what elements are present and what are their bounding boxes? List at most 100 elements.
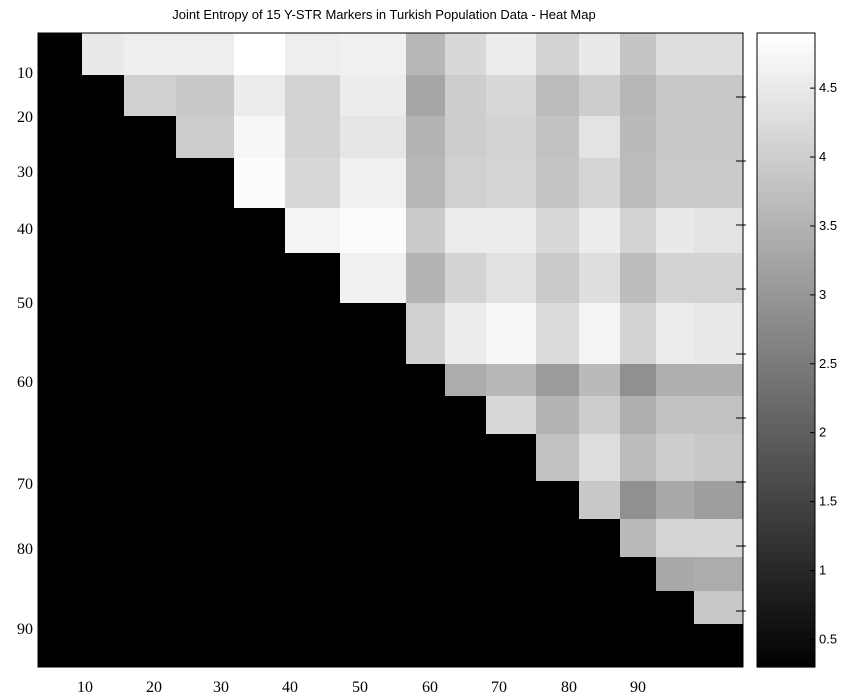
colorbar-gradient-step [757,203,815,208]
x-axis-ticks: 10 20 30 40 50 60 70 80 90 [77,679,646,696]
heatmap-cell [694,75,743,116]
heatmap-cell [694,158,743,208]
colorbar-gradient-step [757,104,815,109]
heatmap-cell [340,158,406,208]
colorbar-gradient-step [757,136,815,141]
colorbar-gradient-step [757,552,815,557]
colorbar-gradient-step [757,453,815,458]
heatmap-cell [620,33,656,75]
colorbar-tick-label: 0.5 [819,631,837,646]
heatmap-cell [694,253,743,303]
colorbar-gradient-step [757,464,815,470]
colorbar-gradient-step [757,369,815,375]
heatmap-cell [579,396,620,434]
heatmap-cell [620,116,656,158]
heatmap-cell [406,158,445,208]
heatmap-cell [234,75,285,116]
colorbar-gradient-step [757,33,815,38]
colorbar-gradient-step [757,40,815,46]
colorbar-gradient-step [757,449,815,454]
colorbar-gradient-step [757,155,815,161]
heatmap-cell [579,303,620,364]
colorbar-gradient-step [757,353,815,359]
heatmap-cell [486,158,536,208]
heatmap-cell [445,33,486,75]
colorbar-gradient-step [757,508,815,514]
colorbar-gradient-step [757,270,815,276]
colorbar-gradient-step [757,266,815,272]
heatmap-cell [340,253,406,303]
heatmap-cell [285,116,340,158]
colorbar-tick-label: 4 [819,149,826,164]
x-tick-label: 60 [422,679,438,696]
colorbar-gradient-step [757,377,815,383]
heatmap-cell [656,208,694,253]
heatmap-cell [285,75,340,116]
heatmap-cell [694,116,743,158]
chart-title: Joint Entropy of 15 Y-STR Markers in Tur… [172,7,595,22]
colorbar-gradient-step [757,647,815,652]
heatmap-cell [656,158,694,208]
colorbar-gradient-step [757,274,815,280]
heatmap-cell [694,208,743,253]
colorbar-gradient-step [757,36,815,42]
colorbar-gradient-step [757,603,815,609]
colorbar-gradient-step [757,560,815,565]
colorbar-gradient-step [757,290,815,296]
y-tick-label: 50 [17,295,33,312]
colorbar-gradient-step [757,147,815,153]
colorbar-gradient-step [757,381,815,387]
colorbar-gradient-step [757,330,815,335]
colorbar-gradient-step [757,516,815,521]
colorbar-gradient-step [757,663,815,668]
heatmap-cell [486,364,536,396]
heatmap-cell [340,116,406,158]
colorbar-gradient-step [757,80,815,86]
colorbar-gradient-step [757,643,815,648]
colorbar-gradient-step [757,512,815,518]
x-tick-label: 40 [282,679,298,696]
colorbar-gradient-step [757,294,815,300]
heatmap-cell [694,303,743,364]
colorbar-gradient-step [757,175,815,181]
heatmap-cell [579,208,620,253]
colorbar-gradient-step [757,179,815,185]
x-tick-label: 30 [213,679,229,696]
colorbar-gradient-step [757,441,815,446]
colorbar-gradient-step [757,282,815,288]
colorbar-gradient-step [757,44,815,50]
y-tick-label: 10 [17,65,33,82]
colorbar-gradient-step [757,132,815,137]
heatmap-cell [579,364,620,396]
colorbar-gradient-step [757,445,815,450]
y-tick-label: 20 [17,109,33,126]
heatmap-cell [694,33,743,75]
colorbar-gradient-step [757,365,815,371]
heatmap-cell [486,33,536,75]
colorbar-gradient-step [757,619,815,625]
colorbar-gradient-step [757,306,815,311]
colorbar-tick-label: 3.5 [819,218,837,233]
colorbar-gradient-step [757,68,815,74]
colorbar-gradient-step [757,504,815,510]
heatmap-cell [340,75,406,116]
colorbar-gradient-step [757,302,815,308]
colorbar-gradient-step [757,429,815,434]
colorbar-gradient-step [757,231,815,236]
heatmap-cell [579,75,620,116]
heatmap-cell [124,75,176,116]
heatmap-cell [445,364,486,396]
colorbar-gradient-step [757,219,815,224]
heatmap-cell [620,396,656,434]
colorbar-gradient-step [757,563,815,569]
heatmap-cell [406,303,445,364]
heatmap-cell [445,253,486,303]
heatmap-cell [285,158,340,208]
colorbar-gradient-step [757,496,815,502]
colorbar-gradient-step [757,385,815,391]
colorbar-gradient-step [757,318,815,323]
colorbar-gradient-step [757,92,815,97]
colorbar-gradient-step [757,60,815,66]
colorbar-gradient-step [757,544,815,549]
heatmap-cell [536,396,579,434]
